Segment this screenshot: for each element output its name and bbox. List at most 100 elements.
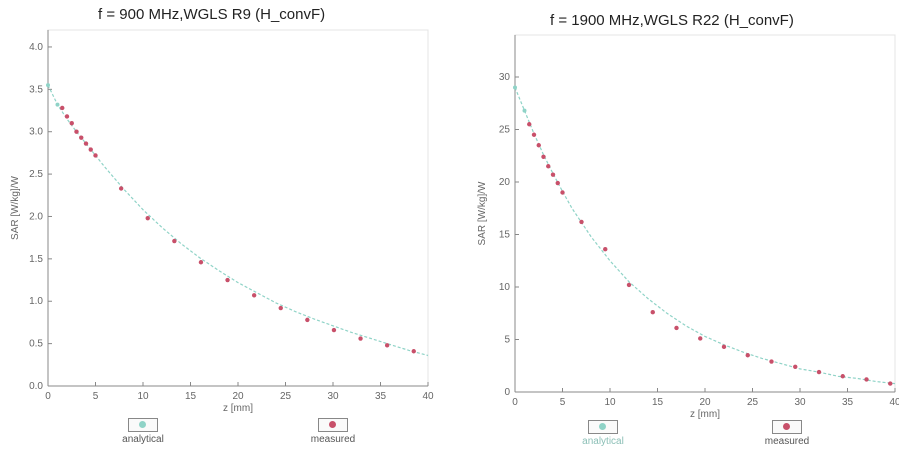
x-tick-label: 20	[699, 397, 711, 408]
legend-swatch-measured	[772, 420, 802, 434]
y-tick-label: 2.0	[29, 211, 43, 222]
x-axis-label: z [mm]	[223, 403, 253, 414]
data-point-analytical	[55, 102, 60, 107]
chart-title: f = 900 MHz,WGLS R9 (H_convF)	[98, 6, 326, 23]
x-tick-label: 40	[422, 391, 434, 402]
data-point-measured	[698, 336, 703, 341]
legend-dot-measured	[783, 423, 790, 430]
legend-dot-measured	[329, 421, 336, 428]
x-tick-label: 10	[137, 391, 149, 402]
data-point-measured	[546, 164, 551, 169]
chart-panel-900mhz: f = 900 MHz,WGLS R9 (H_convF) 0 5 10 15 20 25…	[10, 6, 434, 445]
data-point-analytical	[46, 83, 50, 88]
plot-frame	[47, 29, 429, 387]
x-tick-label: 40	[889, 397, 899, 408]
x-tick-label: 20	[232, 391, 244, 402]
data-point-measured	[74, 129, 79, 134]
y-axis-label: SAR [W/kg]/W	[477, 181, 488, 245]
data-point-measured	[674, 325, 679, 331]
legend-swatch-analytical	[588, 420, 618, 434]
y-tick-label: 0.5	[29, 339, 43, 350]
data-point-measured	[769, 359, 774, 364]
data-point-measured	[79, 135, 84, 140]
x-tick-label: 15	[652, 397, 664, 408]
y-tick-label: 3.5	[29, 84, 43, 95]
data-point-measured	[840, 374, 845, 379]
data-point-measured	[626, 282, 632, 288]
data-point-measured	[411, 349, 416, 354]
x-tick-label: 10	[604, 397, 616, 408]
legend-measured: measured	[298, 418, 368, 445]
legend-label-analytical: analytical	[582, 436, 624, 447]
legend-label-measured: measured	[310, 434, 356, 445]
data-point-measured	[527, 122, 532, 127]
x-tick-label: 30	[794, 397, 806, 408]
data-point-measured	[225, 277, 230, 283]
data-point-measured	[198, 260, 204, 265]
x-tick-label: 0	[45, 391, 51, 402]
y-tick-label: 15	[499, 230, 511, 241]
chart-900mhz: 0 5 10 15 20 25 30 35 40 0.0 0.5 1.0 1.5 2.0 2.5 3.0 3.5…	[10, 29, 434, 414]
series-line-analytical	[514, 87, 896, 385]
chart-1900mhz: 0 5 10 15 20 25 30 35 40 0 5 10 15 20 25 30 z [mm] SAR [W…	[477, 34, 899, 420]
data-point-measured	[60, 105, 65, 111]
data-point-measured	[650, 310, 655, 315]
data-point-measured	[745, 353, 750, 358]
y-tick-label: 5	[504, 335, 510, 346]
data-point-measured	[541, 154, 546, 159]
x-tick-label: 5	[560, 397, 566, 408]
y-tick-label: 30	[499, 72, 511, 83]
legend-swatch-analytical	[128, 418, 158, 432]
y-tick-label: 2.5	[29, 169, 43, 180]
data-point-measured	[531, 132, 537, 137]
data-point-measured	[118, 186, 124, 191]
x-tick-label: 15	[185, 391, 197, 402]
data-point-analytical	[522, 108, 527, 113]
data-point-analytical	[513, 85, 517, 90]
legend-swatch-measured	[318, 418, 348, 432]
x-tick-label: 25	[280, 391, 292, 402]
data-point-measured	[793, 364, 798, 369]
data-point-measured	[603, 247, 608, 252]
y-axis-label: SAR [W/kg]/W	[10, 176, 21, 240]
x-tick-label: 35	[842, 397, 854, 408]
data-point-measured	[721, 344, 727, 350]
data-point-measured	[83, 141, 89, 146]
data-point-measured	[331, 327, 337, 333]
data-point-measured	[145, 215, 150, 221]
data-point-measured	[64, 114, 70, 119]
legend-dot-analytical	[599, 423, 606, 430]
plot-frame	[514, 34, 896, 393]
y-tick-label: 0.0	[29, 381, 43, 392]
data-point-measured	[536, 143, 541, 148]
data-point-measured	[384, 343, 390, 348]
legend-analytical: analytical	[108, 418, 178, 445]
y-tick-label: 4.0	[29, 42, 43, 53]
x-tick-label: 5	[93, 391, 99, 402]
data-point-measured	[93, 153, 98, 158]
legend-label-analytical: analytical	[122, 434, 164, 445]
data-point-measured	[816, 369, 822, 375]
x-tick-label: 25	[747, 397, 759, 408]
data-point-measured	[278, 305, 283, 311]
data-point-measured	[69, 121, 74, 126]
chart-panel-1900mhz: f = 1900 MHz,WGLS R22 (H_convF) 0 5 10 15 20…	[452, 0, 899, 451]
data-point-measured	[358, 336, 363, 341]
y-tick-label: 1.0	[29, 296, 43, 307]
y-tick-label: 25	[499, 125, 511, 136]
data-point-measured	[88, 147, 93, 152]
x-tick-label: 0	[512, 397, 518, 408]
data-point-measured	[579, 219, 584, 225]
legend-label-measured: measured	[764, 436, 810, 447]
y-tick-label: 0	[504, 387, 510, 398]
data-point-measured	[305, 317, 310, 323]
legend-measured: measured	[752, 420, 822, 447]
legend-dot-analytical	[139, 421, 146, 428]
x-axis-label: z [mm]	[690, 409, 720, 420]
x-tick-label: 30	[327, 391, 339, 402]
data-point-measured	[550, 172, 556, 177]
legend-analytical: analytical	[568, 420, 638, 447]
series-line-analytical	[47, 84, 429, 357]
data-point-measured	[864, 377, 869, 382]
chart-title: f = 1900 MHz,WGLS R22 (H_convF)	[550, 12, 794, 29]
